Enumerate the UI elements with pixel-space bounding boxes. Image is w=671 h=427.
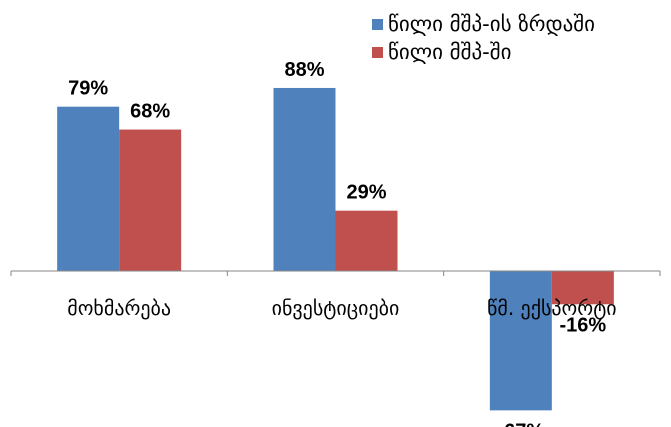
legend-item-series-2: წილი მშპ-ში (372, 38, 595, 66)
category-label-1: მოხმარება (67, 296, 171, 320)
data-label-series-2-3: -16% (559, 314, 606, 336)
data-label-series-1-2: 88% (284, 59, 324, 81)
bar-series-1-3 (489, 271, 552, 411)
bars-group (57, 87, 614, 411)
data-label-series-2-1: 68% (130, 101, 170, 123)
category-labels-group: მოხმარება ინვესტიციები წმ. ექსპორტი (67, 296, 616, 320)
bar-series-2-3 (551, 271, 614, 305)
legend-swatch-series-2 (372, 46, 383, 58)
data-labels-group: 79% 88% -67% 68% 29% -16% (68, 59, 606, 427)
bar-series-2-2 (335, 210, 398, 271)
legend-item-series-1: წილი მშპ-ის ზრდაში (372, 10, 595, 38)
data-label-series-1-3: -67% (497, 420, 544, 427)
bar-series-1-1 (57, 106, 120, 272)
bar-series-2-1 (119, 129, 182, 271)
data-label-series-1-1: 79% (68, 78, 108, 100)
bar-series-1-2 (273, 87, 336, 272)
legend-label-series-1: წილი მშპ-ის ზრდაში (388, 12, 596, 36)
legend-swatch-series-1 (372, 18, 383, 30)
category-label-3: წმ. ექსპორტი (487, 296, 617, 320)
x-axis (10, 270, 661, 276)
legend-label-series-2: წილი მშპ-ში (388, 40, 512, 64)
legend: წილი მშპ-ის ზრდაში წილი მშპ-ში (372, 10, 595, 66)
category-label-2: ინვესტიციები (272, 296, 400, 320)
data-label-series-2-2: 29% (346, 182, 386, 204)
